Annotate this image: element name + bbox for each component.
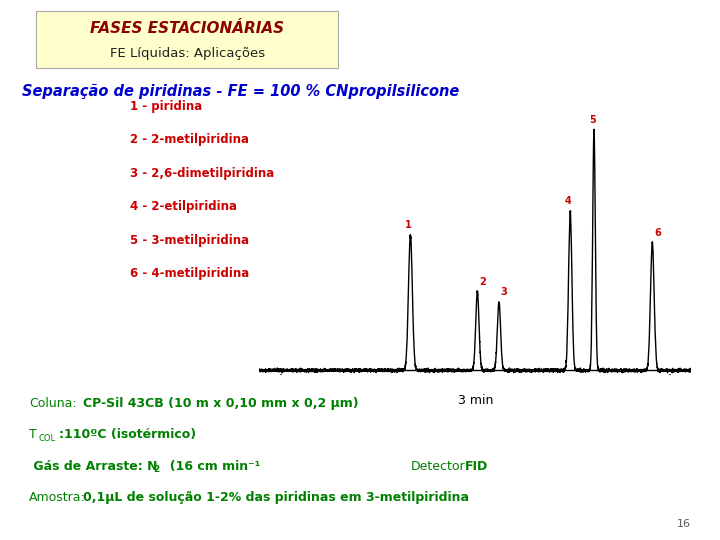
Text: Gás de Arraste: N: Gás de Arraste: N [29, 460, 157, 472]
Text: 5 - 3-metilpiridina: 5 - 3-metilpiridina [130, 234, 248, 247]
Text: 1: 1 [405, 220, 412, 231]
Text: 2: 2 [479, 277, 486, 287]
Text: T: T [29, 428, 37, 441]
Text: 0,1μL de solução 1-2% das piridinas em 3-metilpiridina: 0,1μL de solução 1-2% das piridinas em 3… [83, 491, 469, 504]
FancyBboxPatch shape [36, 11, 338, 68]
Text: Coluna:: Coluna: [29, 397, 76, 410]
Text: Amostra:: Amostra: [29, 491, 86, 504]
Text: FE Líquidas: Aplicações: FE Líquidas: Aplicações [109, 47, 265, 60]
Text: (16 cm min⁻¹: (16 cm min⁻¹ [161, 460, 261, 472]
Text: 1 - piridina: 1 - piridina [130, 100, 202, 113]
Text: 3 min: 3 min [457, 394, 493, 407]
Text: 2: 2 [153, 465, 160, 474]
Text: 2 - 2-metilpiridina: 2 - 2-metilpiridina [130, 133, 248, 146]
Text: COL: COL [38, 434, 55, 443]
Text: 6: 6 [654, 228, 661, 238]
Text: 3: 3 [500, 287, 508, 297]
Text: 16: 16 [678, 519, 691, 529]
Text: 4: 4 [565, 196, 572, 206]
Text: 3 - 2,6-dimetilpiridina: 3 - 2,6-dimetilpiridina [130, 167, 274, 180]
Text: FASES ESTACIONÁRIAS: FASES ESTACIONÁRIAS [90, 22, 284, 36]
Text: 4 - 2-etilpiridina: 4 - 2-etilpiridina [130, 200, 237, 213]
Text: 6 - 4-metilpiridina: 6 - 4-metilpiridina [130, 267, 249, 280]
Text: FID: FID [464, 460, 487, 472]
Text: Separação de piridinas - FE = 100 % CNpropilsilicone: Separação de piridinas - FE = 100 % CNpr… [22, 84, 459, 99]
Text: 5: 5 [590, 115, 596, 125]
Text: Detector:: Detector: [410, 460, 469, 472]
Text: :110ºC (isotérmico): :110ºC (isotérmico) [59, 428, 196, 441]
Text: CP-Sil 43CB (10 m x 0,10 mm x 0,2 μm): CP-Sil 43CB (10 m x 0,10 mm x 0,2 μm) [83, 397, 359, 410]
